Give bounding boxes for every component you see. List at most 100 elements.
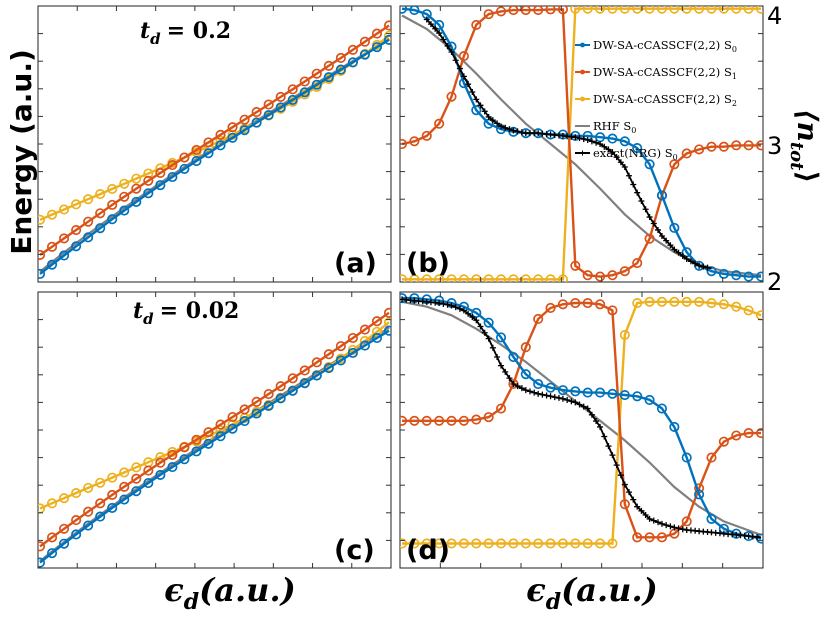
series-s0-point <box>335 64 346 75</box>
series-nrg-point <box>473 96 480 103</box>
series-s1-point <box>743 140 754 151</box>
legend-marker-s0 <box>580 42 585 48</box>
series-s0-point <box>359 340 370 351</box>
panel-a-plot <box>38 20 391 279</box>
series-s2-point <box>131 462 142 473</box>
series-s1-point <box>656 532 668 543</box>
series-s2-point <box>458 538 469 549</box>
series-s2-point <box>533 538 544 549</box>
series-s0-point <box>545 382 556 393</box>
series-s1-point <box>191 144 202 156</box>
series-s1-point <box>607 270 618 281</box>
series-nrg-point <box>444 301 451 308</box>
series-s0-point <box>533 378 544 390</box>
series-s1-point <box>582 297 593 309</box>
series-nrg-point <box>675 525 682 532</box>
series-s0-point <box>95 511 106 522</box>
series-s1-point <box>446 415 457 426</box>
series-s1-point <box>323 60 334 71</box>
series-nrg-point <box>440 300 447 307</box>
series-s2-point <box>607 6 618 14</box>
series-nrg-point <box>535 390 542 397</box>
series-s1-point <box>131 183 142 194</box>
legend-label-nrg: exact(NRG) S0 <box>593 146 678 162</box>
series-nrg-point <box>655 226 662 233</box>
series-s0-point <box>275 102 286 113</box>
series-s0-point <box>508 351 519 363</box>
series-s2-point <box>83 482 94 493</box>
series-nrg-point <box>646 515 653 522</box>
series-nrg-point <box>436 300 443 307</box>
series-s0-point <box>619 136 630 147</box>
series-nrg-point <box>638 197 645 204</box>
series-nrg-point <box>477 323 484 330</box>
series-s2-point <box>446 274 457 282</box>
legend-label-s2: DW-SA-cCASSCF(2,2) S2 <box>593 92 737 108</box>
series-s0-point <box>743 271 754 282</box>
series-nrg-point <box>514 128 521 135</box>
series-s0-point <box>46 548 58 559</box>
series-s0-point <box>167 462 178 473</box>
series-s1-point <box>533 6 544 16</box>
series-s1-point <box>434 118 445 129</box>
series-s1-point <box>508 6 519 16</box>
series-s1-point <box>83 216 94 227</box>
right-y-axis-label: ⟨ntot⟩ <box>786 109 824 184</box>
series-s0-point <box>38 557 46 568</box>
series-nrg-point <box>626 489 633 496</box>
series-s1-point <box>545 302 556 313</box>
series-nrg-point <box>667 523 674 530</box>
series-s2-point <box>718 6 729 14</box>
series-s1-point <box>495 403 507 414</box>
series-s0-point <box>71 241 82 252</box>
series-s0-point <box>347 57 358 68</box>
series-s1-point <box>582 270 593 281</box>
series-nrg-point <box>630 181 637 188</box>
series-s1-point <box>570 297 581 309</box>
series-s2-point <box>557 538 568 549</box>
series-nrg-point <box>518 385 525 392</box>
series-s0-point <box>383 325 391 336</box>
series-s2-point <box>595 6 606 14</box>
series-s1-point <box>669 159 680 170</box>
series-nrg-point <box>609 452 616 459</box>
panel-c-annotation: td = 0.02 <box>133 298 239 328</box>
series-s0-line <box>39 38 390 275</box>
series-nrg-point <box>621 481 628 488</box>
series-nrg-point <box>642 206 649 213</box>
series-nrg-point <box>506 126 513 133</box>
series-nrg-point <box>485 335 492 342</box>
series-s1-point <box>83 506 94 517</box>
series-s2-point <box>46 498 58 509</box>
series-nrg-point <box>667 242 674 249</box>
series-s1-point <box>471 414 482 425</box>
series-s0-point <box>179 163 190 174</box>
series-s0-point <box>359 49 370 60</box>
series-s0-point <box>119 205 130 216</box>
left-y-axis-label: Energy (a.u.) <box>5 49 38 255</box>
series-s0-point <box>495 332 507 343</box>
series-s1-point <box>694 144 705 155</box>
series-s2-point <box>495 274 507 282</box>
series-s1-point <box>446 91 457 102</box>
series-s0-point <box>311 370 322 381</box>
right-tick-2: 2 <box>767 268 782 296</box>
series-s0-point <box>227 423 238 434</box>
series-nrg-point <box>671 524 678 531</box>
series-s0-point <box>311 79 322 90</box>
series-s1-point <box>644 532 655 543</box>
series-s1-point <box>299 76 310 87</box>
series-s0-point <box>299 87 310 98</box>
series-s0-point <box>83 520 94 531</box>
series-s2-point <box>731 6 742 14</box>
series-s2-point <box>59 204 70 215</box>
series-s2-point <box>607 538 618 549</box>
series-nrg-point <box>444 42 451 49</box>
series-nrg-point <box>617 472 624 479</box>
series-nrg-point <box>613 154 620 161</box>
series-s0-point <box>131 486 142 497</box>
series-nrg-point <box>531 389 538 396</box>
series-s1-point <box>59 233 70 244</box>
series-s1-point <box>179 442 190 453</box>
series-s2-point <box>706 6 717 14</box>
